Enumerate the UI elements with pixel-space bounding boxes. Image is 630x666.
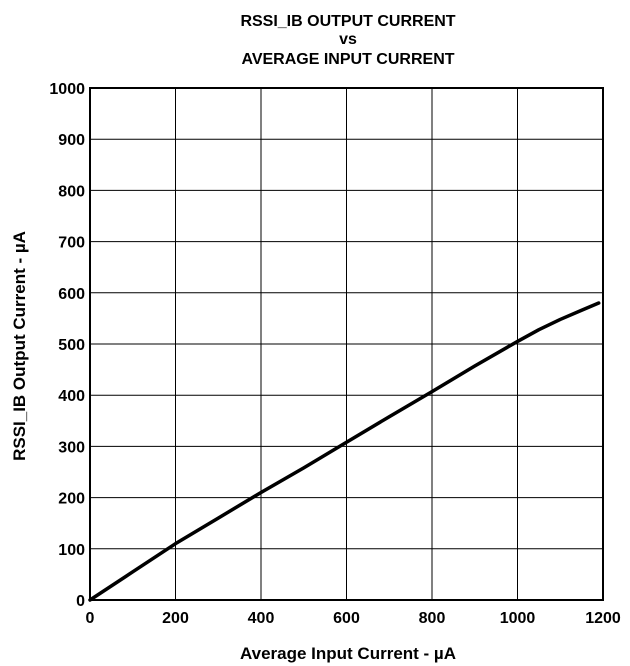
x-tick-label: 200 xyxy=(162,610,189,627)
y-tick-label: 900 xyxy=(58,132,85,149)
x-tick-label: 800 xyxy=(419,610,446,627)
y-tick-label: 700 xyxy=(58,235,85,252)
chart-title-line-1: RSSI_IB OUTPUT CURRENT xyxy=(240,13,455,30)
y-tick-label: 500 xyxy=(58,337,85,354)
x-tick-labels: 0 200 400 600 800 1000 1200 xyxy=(86,610,621,627)
chart-title-line-3: AVERAGE INPUT CURRENT xyxy=(241,51,454,68)
y-axis-label: RSSI_IB Output Current - µA xyxy=(10,231,29,461)
x-tick-label: 600 xyxy=(333,610,360,627)
y-tick-label: 1000 xyxy=(49,81,85,98)
series-layer xyxy=(88,301,601,602)
y-tick-labels: 0 100 200 300 400 500 600 700 800 900 1000 xyxy=(49,81,85,610)
grid xyxy=(90,88,603,600)
x-tick-label: 1000 xyxy=(500,610,536,627)
x-axis-label: Average Input Current - µA xyxy=(240,644,456,663)
y-tick-label: 400 xyxy=(58,388,85,405)
x-tick-label: 1200 xyxy=(585,610,621,627)
series-line xyxy=(88,301,601,602)
x-tick-label: 0 xyxy=(86,610,95,627)
chart-title-line-2: vs xyxy=(339,31,357,48)
plot-border xyxy=(89,87,604,601)
plot-frame xyxy=(89,87,604,601)
y-tick-label: 300 xyxy=(58,439,85,456)
y-tick-label: 200 xyxy=(58,491,85,508)
y-tick-label: 800 xyxy=(58,183,85,200)
y-tick-label: 0 xyxy=(76,593,85,610)
x-tick-label: 400 xyxy=(248,610,275,627)
y-tick-label: 100 xyxy=(58,542,85,559)
chart-title: RSSI_IB OUTPUT CURRENT vs AVERAGE INPUT … xyxy=(240,13,455,68)
y-tick-label: 600 xyxy=(58,286,85,303)
